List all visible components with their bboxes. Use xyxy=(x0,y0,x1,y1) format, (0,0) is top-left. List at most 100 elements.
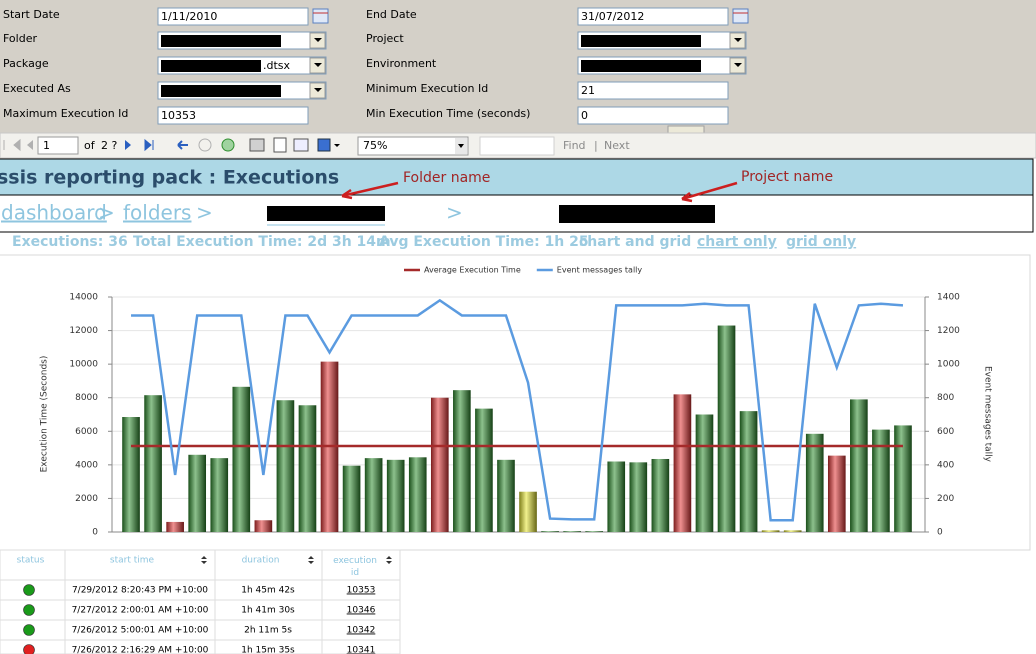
execution-id-link[interactable]: 10353 xyxy=(347,586,376,596)
parameter-label: Project xyxy=(366,32,404,45)
execution-table xyxy=(0,549,401,654)
start-time-cell: 7/26/2012 2:16:29 AM +10:00 xyxy=(72,646,209,654)
y2-tick-label: 200 xyxy=(937,494,954,504)
bar xyxy=(673,394,692,532)
bar xyxy=(166,521,184,532)
y-tick-label: 8000 xyxy=(75,393,98,403)
start-time-cell: 7/29/2012 8:20:43 PM +10:00 xyxy=(72,586,208,596)
bar xyxy=(872,429,890,532)
bar xyxy=(850,399,868,532)
bar xyxy=(695,414,714,532)
sort-indicator[interactable] xyxy=(308,556,314,564)
dropdown-arrow xyxy=(734,63,742,67)
y2-tick-label: 400 xyxy=(937,460,954,470)
stop-button[interactable] xyxy=(198,138,212,152)
duration-cell: 1h 41m 30s xyxy=(241,606,295,616)
find-input[interactable] xyxy=(479,136,555,156)
view-link[interactable]: chart only xyxy=(697,234,777,250)
parameter-input[interactable] xyxy=(157,106,309,125)
page-setup-button[interactable] xyxy=(293,138,309,152)
execution-id-link[interactable]: 10342 xyxy=(347,626,376,636)
print-button[interactable] xyxy=(249,138,265,152)
find-link[interactable]: Find xyxy=(563,139,586,152)
bar xyxy=(497,459,515,532)
bar xyxy=(894,425,912,532)
bar xyxy=(541,531,559,532)
bar xyxy=(519,491,537,532)
first-page-button[interactable] xyxy=(3,138,21,152)
duration-cell: 2h 11m 5s xyxy=(244,626,292,636)
page-count: 2 ? xyxy=(101,139,117,152)
annotation: Folder name xyxy=(403,170,490,186)
bar xyxy=(342,465,361,532)
parameter-value: 21 xyxy=(581,84,595,97)
y2-tick-label: 1400 xyxy=(937,293,960,303)
column-header[interactable]: start time xyxy=(110,556,155,566)
annotation: Project name xyxy=(741,169,833,185)
parameter-input[interactable] xyxy=(577,81,729,100)
view-option: chart and grid xyxy=(579,234,691,250)
page-number: 1 xyxy=(43,139,50,152)
parameter-input[interactable] xyxy=(577,106,729,125)
start-time-cell: 7/26/2012 5:00:01 AM +10:00 xyxy=(72,626,209,636)
parameter-value: .dtsx xyxy=(263,59,291,72)
sort-indicator[interactable] xyxy=(386,556,392,564)
status-indicator xyxy=(23,624,35,636)
dropdown-arrow xyxy=(314,63,322,67)
y2-tick-label: 0 xyxy=(937,528,943,538)
next-page-button[interactable] xyxy=(125,140,131,150)
y2-tick-label: 1200 xyxy=(937,326,960,336)
y2-tick-label: 800 xyxy=(937,393,954,403)
summary-item: Executions: 36 xyxy=(12,234,128,250)
parameter-label: Min Execution Time (seconds) xyxy=(366,107,530,120)
parameter-label: End Date xyxy=(366,8,417,21)
bar xyxy=(651,458,670,532)
zoom-select[interactable] xyxy=(357,136,469,156)
execution-id-link[interactable]: 10346 xyxy=(347,606,376,616)
bar xyxy=(364,458,383,532)
redacted-value xyxy=(161,60,261,72)
parameter-value: 10353 xyxy=(161,109,196,122)
annotation-arrow xyxy=(341,181,399,200)
refresh-button[interactable] xyxy=(221,138,235,152)
collapse-button[interactable] xyxy=(667,125,705,134)
previous-page-button[interactable] xyxy=(27,140,33,150)
toolbar-separator: | xyxy=(594,139,598,152)
calendar-button[interactable] xyxy=(312,8,329,24)
bar xyxy=(629,462,648,532)
parameter-input[interactable] xyxy=(157,7,309,26)
bar xyxy=(144,395,162,532)
back-button[interactable] xyxy=(177,140,188,150)
annotation-arrow xyxy=(681,181,738,203)
bar xyxy=(276,400,295,532)
parameter-input[interactable] xyxy=(577,7,729,26)
calendar-button[interactable] xyxy=(732,8,749,24)
parameter-label: Start Date xyxy=(3,8,60,21)
next-link[interactable]: Next xyxy=(604,139,630,152)
column-header[interactable]: duration xyxy=(242,556,280,566)
last-page-button[interactable] xyxy=(144,138,154,152)
view-link[interactable]: grid only xyxy=(786,234,856,250)
bar xyxy=(210,458,229,532)
parameter-label: Executed As xyxy=(3,82,71,95)
dropdown-arrow xyxy=(314,38,322,42)
breadcrumb-separator: > xyxy=(196,201,213,225)
zoom-dropdown-arrow xyxy=(458,144,464,148)
redacted-value xyxy=(161,85,281,97)
start-time-cell: 7/27/2012 2:00:01 AM +10:00 xyxy=(72,606,209,616)
parameter-label: Package xyxy=(3,57,49,70)
breadcrumb-separator: > xyxy=(446,201,463,225)
y2-axis-title: Event messages tally xyxy=(983,366,993,463)
sort-indicator[interactable] xyxy=(201,556,207,564)
parameter-value: 1/11/2010 xyxy=(161,10,217,23)
bar xyxy=(453,390,471,532)
execution-id-link[interactable]: 10341 xyxy=(347,646,376,654)
breadcrumb-link[interactable]: folders xyxy=(123,201,191,225)
print-layout-button[interactable] xyxy=(273,137,287,153)
column-header[interactable]: status xyxy=(17,556,45,566)
export-dropdown[interactable] xyxy=(334,144,340,147)
breadcrumb-link[interactable]: dashboard xyxy=(1,201,107,225)
page-input[interactable] xyxy=(37,136,79,155)
column-header[interactable]: execution id xyxy=(333,556,377,578)
export-button[interactable] xyxy=(317,138,331,152)
